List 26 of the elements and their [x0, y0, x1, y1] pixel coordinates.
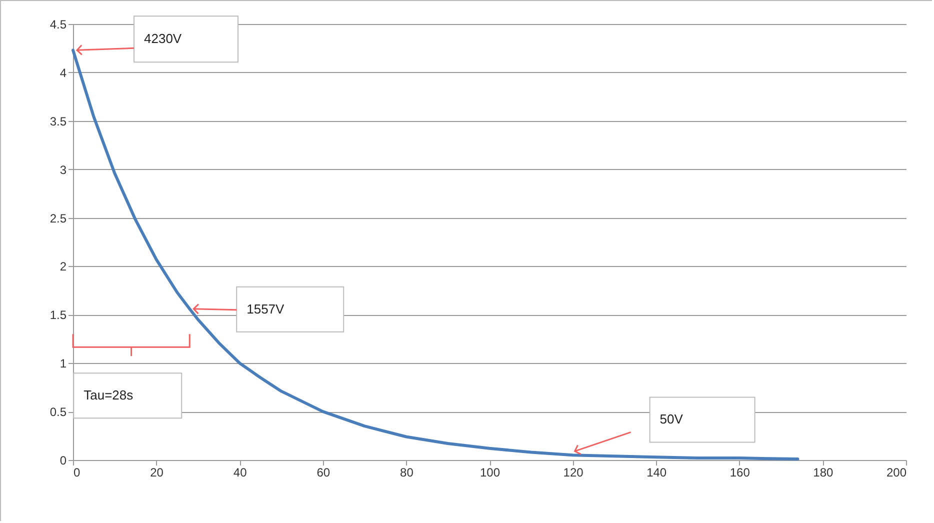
y-tick-label: 0 [60, 454, 67, 468]
annotation: Tau=28s [84, 388, 134, 403]
x-tick-label: 200 [886, 466, 907, 480]
line-series [72, 48, 800, 461]
x-tick-label: 100 [480, 466, 500, 480]
y-tick-label: 2.5 [50, 211, 67, 226]
y-tick-label: 4 [60, 66, 67, 80]
y-tick-label: 3 [60, 162, 67, 177]
x-tick-label: 140 [646, 466, 667, 480]
x-tick-label: 20 [150, 466, 164, 480]
y-tick-label: 2 [60, 260, 67, 274]
y-tick-label: 3.5 [50, 114, 67, 128]
x-tick-label: 120 [563, 466, 584, 480]
y-tick-label: 4.5 [50, 18, 67, 32]
x-tick-label: 80 [400, 466, 414, 480]
y-tick-label: 1 [60, 356, 67, 371]
x-tick-label: 0 [74, 466, 80, 480]
y-tick-label: 0.5 [50, 405, 67, 420]
annotation: 4230V [144, 31, 182, 46]
annotation: 1557V [246, 301, 285, 316]
x-tick-label: 160 [730, 466, 750, 480]
y-tick-label: 1.5 [50, 308, 67, 322]
x-tick-label: 40 [233, 466, 248, 480]
annotation: 50V [660, 412, 684, 427]
x-tick-label: 180 [813, 466, 834, 480]
x-tick-label: 60 [316, 466, 330, 480]
